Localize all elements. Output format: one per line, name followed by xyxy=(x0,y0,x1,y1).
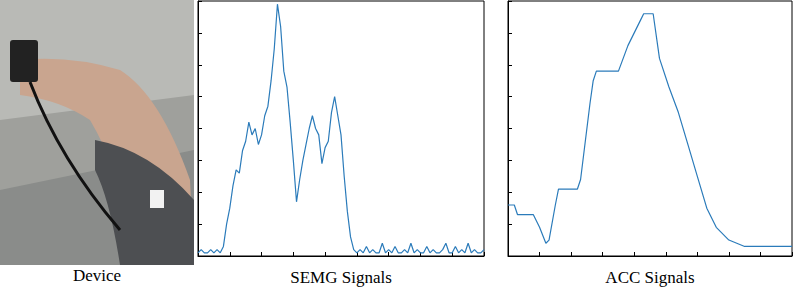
svg-text:SEMG Signals: SEMG Signals xyxy=(290,268,392,287)
svg-text:ACC Signals: ACC Signals xyxy=(605,268,694,287)
html-text:Device: Device xyxy=(72,266,122,285)
